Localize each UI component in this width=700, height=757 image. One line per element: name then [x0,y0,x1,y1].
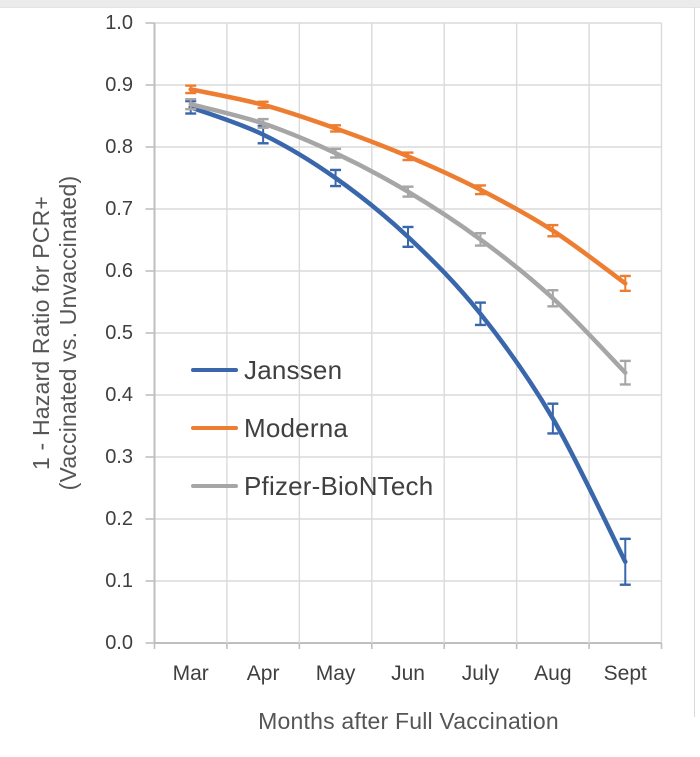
legend-label-moderna: Moderna [244,412,349,443]
y-tick-label: 0.0 [105,632,133,654]
legend-item-pfizer: Pfizer-BioNTech [191,471,433,501]
y-tick-label: 0.7 [105,198,133,220]
y-tick-label: 0.8 [105,136,133,158]
legend-label-janssen: Janssen [244,354,343,385]
x-category-label: Aug [534,662,572,685]
y-tick-label: 1.0 [105,12,133,34]
y-tick-label: 0.3 [105,446,133,468]
top-border-band [0,0,700,8]
x-axis-title: Months after Full Vaccination [258,708,559,734]
x-category-label: Mar [172,662,209,685]
y-tick-label: 0.5 [105,322,133,344]
right-frame-line [694,7,695,717]
legend: Janssen Moderna Pfizer-BioNTech [191,355,433,529]
y-tick-label: 0.1 [105,570,133,592]
legend-swatch-moderna [191,426,238,430]
series-line-janssen [188,105,628,565]
legend-swatch-janssen [191,368,238,372]
y-tick-label: 0.9 [105,74,133,96]
legend-swatch-pfizer [191,484,238,488]
y-tick-label: 0.6 [105,260,133,282]
legend-item-moderna: Moderna [191,413,433,443]
x-category-label: July [461,662,500,685]
legend-label-pfizer: Pfizer-BioNTech [244,470,434,501]
x-category-label: May [315,662,356,685]
y-tick-label: 0.2 [105,508,133,530]
x-category-label: Sept [603,662,647,685]
legend-item-janssen: Janssen [191,355,433,385]
x-category-label: Jun [391,662,425,685]
y-tick-label: 0.4 [105,384,133,406]
x-category-label: Apr [246,662,280,685]
